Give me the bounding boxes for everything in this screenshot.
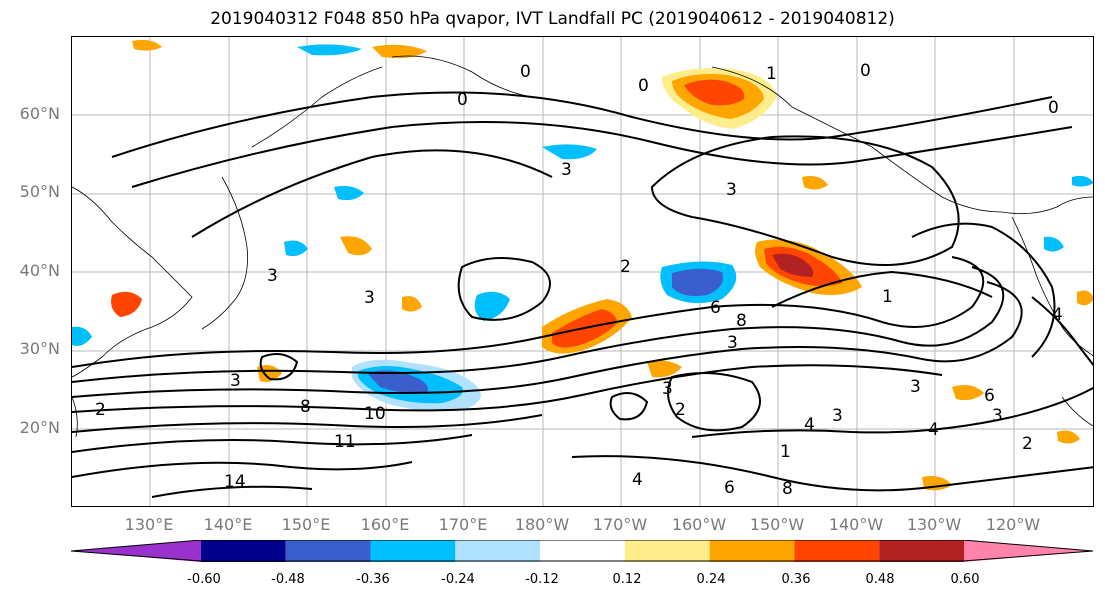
lon-label: 170°W xyxy=(592,515,648,534)
contour-label: 10 xyxy=(364,404,386,424)
map-canvas: 0 0 0 0 1 0 3 3 3 2 3 6 8 3 1 2 3 8 10 1… xyxy=(72,37,1093,506)
colorbar-tick-label: -0.12 xyxy=(525,572,559,587)
contour-label: 0 xyxy=(1048,98,1059,118)
positive-anomaly-shading xyxy=(111,39,1093,491)
contour-label: 0 xyxy=(638,76,649,96)
colorbar-segment xyxy=(964,540,1094,562)
contour-label: 3 xyxy=(726,180,737,200)
colorbar-tick-label: 0.24 xyxy=(696,572,726,587)
colorbar-tick-label: -0.24 xyxy=(441,572,475,587)
contour-label: 0 xyxy=(457,90,468,110)
graticule xyxy=(72,37,1093,506)
colorbar-tick-label: -0.48 xyxy=(271,572,305,587)
map-title: 2019040312 F048 850 hPa qvapor, IVT Land… xyxy=(210,9,895,29)
lon-label: 170°E xyxy=(438,515,488,534)
contour-labels: 0 0 0 0 1 0 3 3 3 2 3 6 8 3 1 2 3 8 10 1… xyxy=(95,61,1063,499)
lon-label: 160°E xyxy=(360,515,410,534)
colorbar xyxy=(71,540,1094,562)
contour-label: 2 xyxy=(1022,434,1033,454)
lat-label: 50°N xyxy=(19,182,60,201)
contour-label: 2 xyxy=(620,257,631,277)
colorbar-tick-label: 0.48 xyxy=(865,572,895,587)
lat-label: 20°N xyxy=(19,418,60,437)
contour-label: 6 xyxy=(710,298,721,318)
contour-label: 3 xyxy=(267,266,278,286)
contour-label: 3 xyxy=(727,333,738,353)
contour-label: 0 xyxy=(520,62,531,82)
contour-label: 3 xyxy=(992,406,1003,426)
contour-label: 3 xyxy=(832,406,843,426)
colorbar-segment xyxy=(455,540,541,562)
lon-label: 140°E xyxy=(203,515,253,534)
contour-label: 4 xyxy=(928,420,939,440)
colorbar-tick-label: 0.36 xyxy=(781,572,811,587)
contour-label: 2 xyxy=(675,400,686,420)
colorbar-segment xyxy=(879,540,964,562)
lon-label: 150°E xyxy=(281,515,331,534)
coastlines xyxy=(72,55,1093,438)
lat-label: 30°N xyxy=(19,339,60,358)
contour-label: 1 xyxy=(882,287,893,307)
colorbar-segment xyxy=(71,540,201,562)
contour-label: 3 xyxy=(364,288,375,308)
contour-label: 6 xyxy=(984,386,995,406)
contour-label: 8 xyxy=(300,397,311,417)
lat-label: 40°N xyxy=(19,261,60,280)
map-panel: 0 0 0 0 1 0 3 3 3 2 3 6 8 3 1 2 3 8 10 1… xyxy=(71,36,1094,507)
lon-label: 130°E xyxy=(124,515,174,534)
colorbar-segments xyxy=(71,540,1094,562)
contour-label: 3 xyxy=(561,160,572,180)
negative-anomaly-shading xyxy=(72,44,1093,412)
colorbar-tick-label: 0.60 xyxy=(950,572,980,587)
contour-label: 8 xyxy=(736,311,747,331)
colorbar-tick-label: -0.60 xyxy=(187,572,221,587)
contour-label: 1 xyxy=(766,64,777,84)
colorbar-tick-label: -0.36 xyxy=(356,572,390,587)
contour-label: 4 xyxy=(804,415,815,435)
contour-label: 4 xyxy=(1052,305,1063,325)
lon-label: 130°W xyxy=(906,515,962,534)
contour-label: 3 xyxy=(230,371,241,391)
colorbar-segment xyxy=(201,540,286,562)
colorbar-outline xyxy=(71,540,1094,562)
contour-label: 14 xyxy=(224,472,246,492)
contour-label: 3 xyxy=(662,379,673,399)
lon-label: 160°W xyxy=(671,515,727,534)
contour-label: 4 xyxy=(632,470,643,490)
lon-label: 150°W xyxy=(749,515,805,534)
colorbar-segment xyxy=(794,540,880,562)
colorbar-segment xyxy=(540,540,625,562)
contour-label: 8 xyxy=(782,479,793,499)
contour-label: 0 xyxy=(860,61,871,81)
contour-label: 2 xyxy=(95,400,106,420)
colorbar-segment xyxy=(709,540,795,562)
lon-label: 120°W xyxy=(985,515,1041,534)
colorbar-segment xyxy=(285,540,371,562)
colorbar-segment xyxy=(370,540,456,562)
contour-label: 1 xyxy=(780,442,791,462)
lat-label: 60°N xyxy=(19,104,60,123)
contour-label: 6 xyxy=(724,478,735,498)
colorbar-segment xyxy=(624,540,710,562)
lon-label: 140°W xyxy=(828,515,884,534)
colorbar-tick-label: 0.12 xyxy=(612,572,642,587)
ivt-contours xyxy=(72,91,1093,498)
contour-label: 3 xyxy=(910,377,921,397)
contour-label: 11 xyxy=(334,432,356,452)
lon-label: 180°W xyxy=(514,515,570,534)
